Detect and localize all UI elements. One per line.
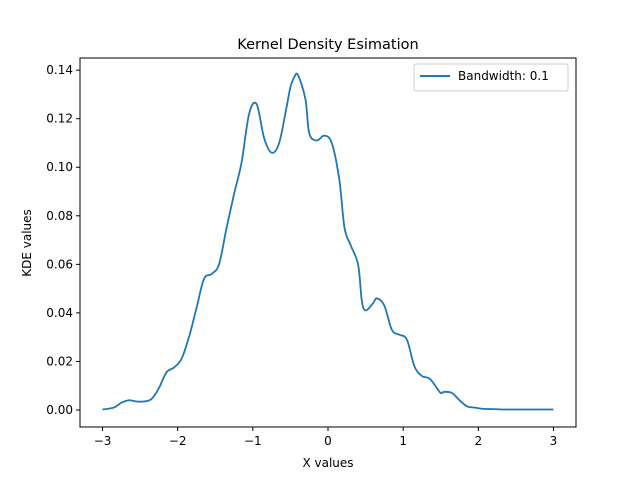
x-tick-label: −3 <box>94 434 112 448</box>
series-line <box>102 72 554 411</box>
y-tick-label: 0.02 <box>46 354 73 368</box>
y-axis-title: KDE values <box>20 209 34 277</box>
x-axis-title: X values <box>302 456 353 470</box>
x-tick-label: 0 <box>324 434 332 448</box>
x-tick-label: 3 <box>550 434 558 448</box>
y-tick-label: 0.04 <box>46 306 73 320</box>
plot-frame <box>79 57 577 428</box>
y-tick-label: 0.00 <box>46 403 73 417</box>
plot-area <box>80 58 576 427</box>
y-tick-label: 0.12 <box>46 112 73 126</box>
chart-title: Kernel Density Esimation <box>237 37 418 53</box>
legend-label: Bandwidth: 0.1 <box>458 69 549 83</box>
x-tick-label: 2 <box>474 434 482 448</box>
y-tick-label: 0.08 <box>46 209 73 223</box>
legend: Bandwidth: 0.1 <box>413 63 569 92</box>
x-tick-label: −2 <box>169 434 187 448</box>
x-tick-label: −1 <box>244 434 262 448</box>
y-tick-label: 0.14 <box>46 63 73 77</box>
x-tick-label: 1 <box>399 434 407 448</box>
y-tick-label: 0.10 <box>46 160 73 174</box>
legend-box <box>413 63 569 92</box>
y-tick-label: 0.06 <box>46 257 73 271</box>
